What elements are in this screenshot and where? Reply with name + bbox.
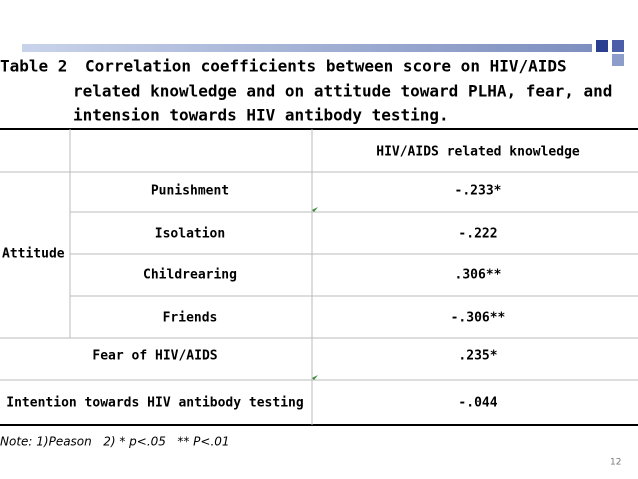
marker bbox=[312, 207, 318, 212]
row-label: Intention towards HIV antibody testing bbox=[6, 396, 303, 411]
title-line: related knowledge and on attitude toward… bbox=[73, 82, 612, 101]
cell-value: -.233* bbox=[455, 184, 502, 199]
column-header: HIV/AIDS related knowledge bbox=[376, 145, 580, 160]
marker bbox=[312, 375, 318, 380]
row-label: Friends bbox=[163, 311, 218, 326]
cell-value: -.044 bbox=[458, 396, 497, 411]
cell-value: .235* bbox=[458, 349, 497, 364]
header-bar bbox=[22, 44, 592, 52]
row-label: Punishment bbox=[151, 184, 229, 199]
title-line: Correlation coefficients between score o… bbox=[85, 57, 567, 76]
decor-square bbox=[612, 40, 624, 52]
row-label: Isolation bbox=[155, 227, 225, 242]
note: Note: 1)Peason 2) * p<.05 ** P<.01 bbox=[0, 435, 230, 449]
page-number: 12 bbox=[610, 458, 621, 468]
title-line: intension towards HIV antibody testing. bbox=[73, 106, 449, 125]
table-label: Table 2 bbox=[0, 57, 67, 76]
cell-value: .306** bbox=[455, 268, 502, 283]
decor-square bbox=[612, 54, 624, 66]
decor-square bbox=[596, 40, 608, 52]
cell-value: -.222 bbox=[458, 227, 497, 242]
row-label: Childrearing bbox=[143, 268, 237, 283]
group-label: Attitude bbox=[2, 247, 65, 262]
cell-value: -.306** bbox=[451, 311, 506, 326]
table-body: Punishment -.233* Isolation -.222 Childreari… bbox=[6, 184, 505, 411]
row-label: Fear of HIV/AIDS bbox=[92, 349, 217, 364]
